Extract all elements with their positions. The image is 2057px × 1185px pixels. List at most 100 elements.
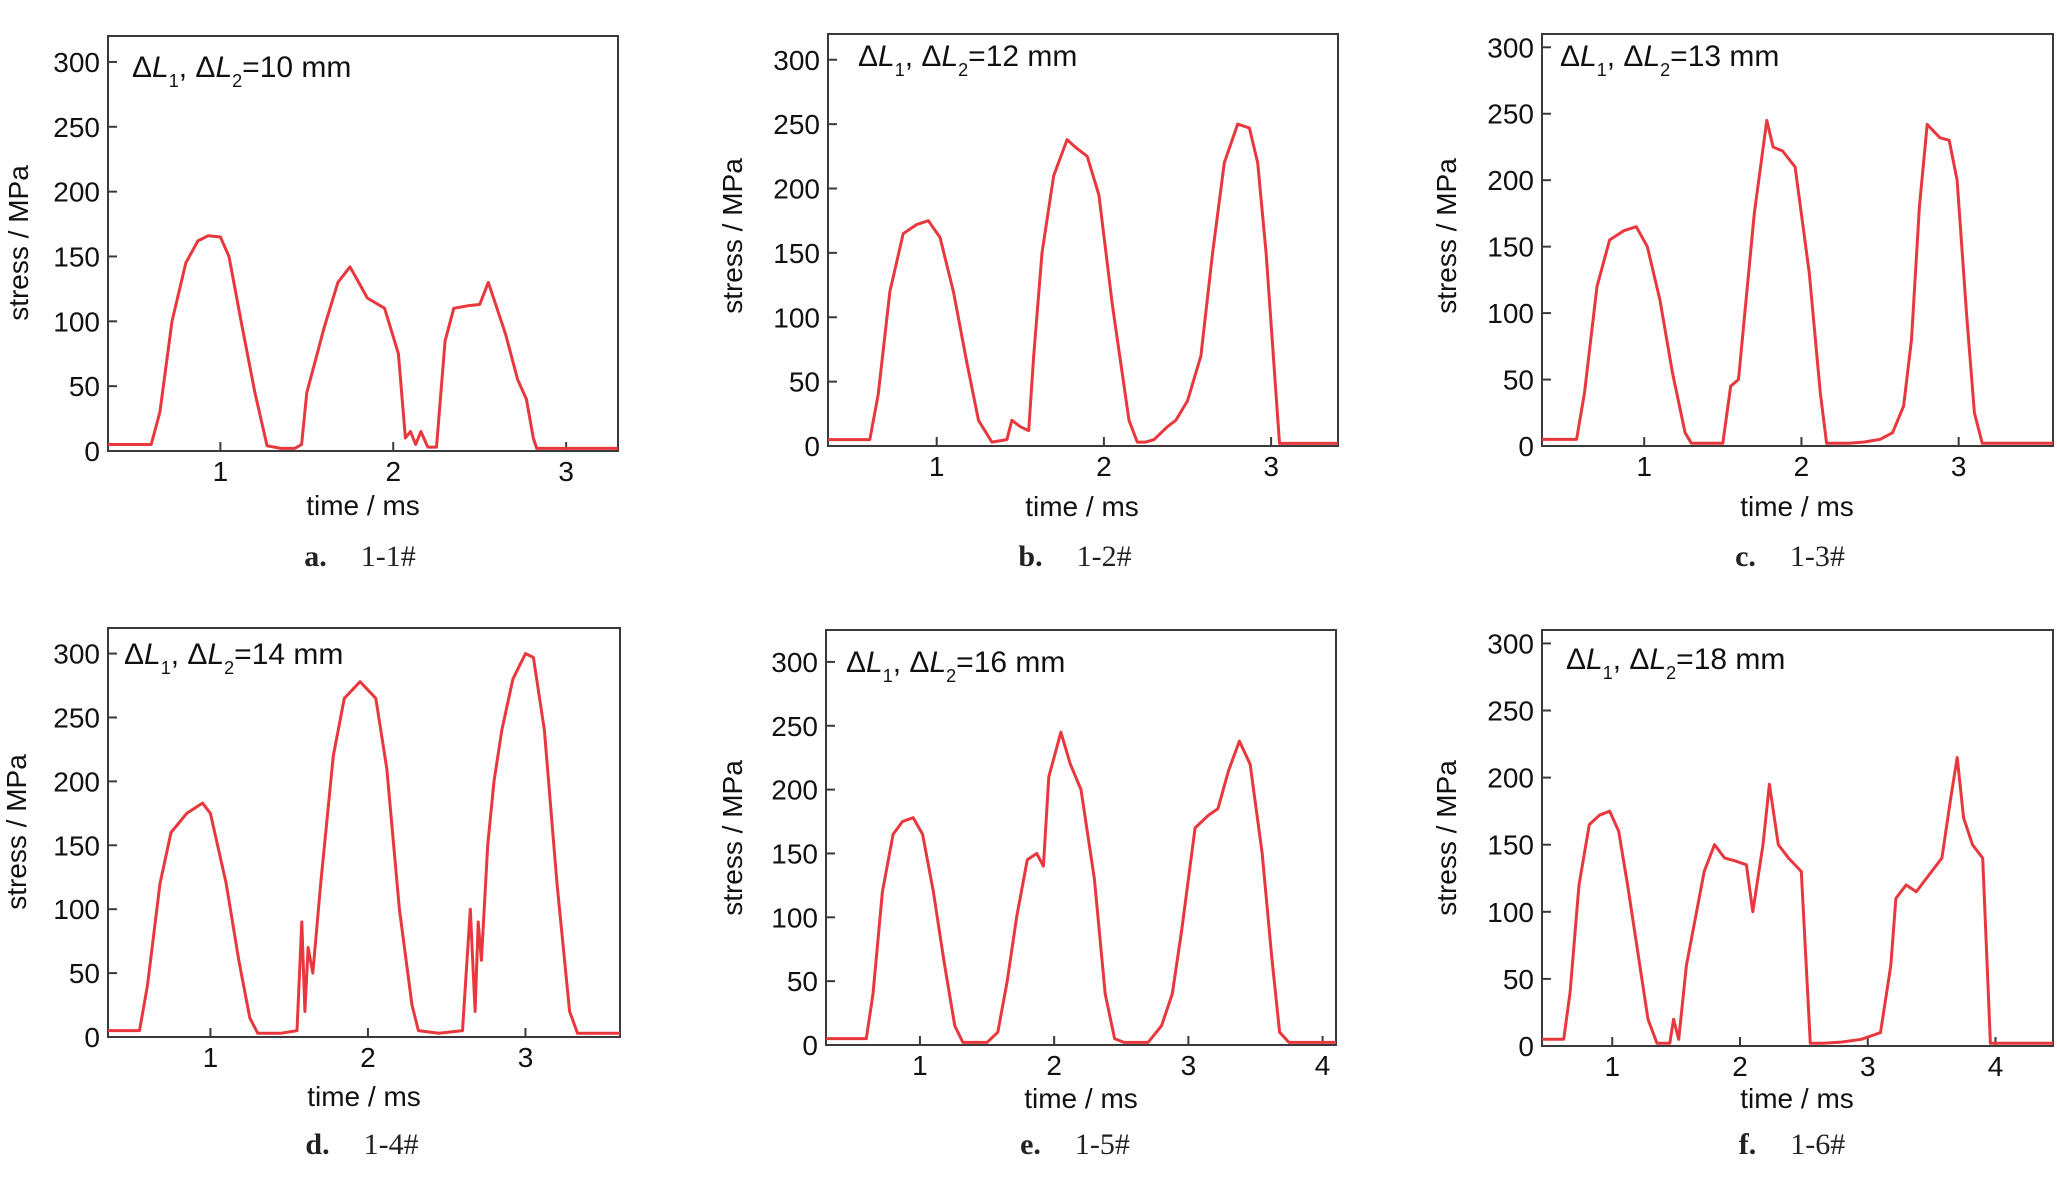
annotation-var-2: L bbox=[929, 646, 946, 679]
x-tick-label: 2 bbox=[360, 1042, 376, 1073]
y-axis-label: stress / MPa bbox=[717, 158, 748, 314]
x-ticks: 1 2 3 bbox=[929, 437, 1279, 482]
y-tick-label: 300 bbox=[1487, 32, 1534, 63]
annotation-var-1: L bbox=[144, 638, 161, 671]
annotation-delta-1: Δ bbox=[124, 638, 144, 671]
annotation-var-2: L bbox=[207, 638, 224, 671]
caption-text: 1-1# bbox=[360, 540, 416, 573]
annotation-sub-1: 1 bbox=[883, 666, 893, 686]
annotation: ΔL1, ΔL2=12 mm bbox=[858, 40, 1077, 80]
annotation-sub-1: 1 bbox=[895, 60, 905, 80]
caption-d: d. 1-4# bbox=[192, 1128, 532, 1162]
plot-frame bbox=[825, 629, 1337, 1046]
x-tick-label: 3 bbox=[1860, 1051, 1876, 1082]
y-tick-label: 200 bbox=[773, 174, 820, 205]
caption-text: 1-3# bbox=[1789, 540, 1845, 573]
y-tick-label: 300 bbox=[771, 647, 818, 678]
annotation-var-1: L bbox=[1580, 40, 1597, 73]
annotation-value: =14 mm bbox=[234, 638, 343, 671]
annotation-value: =16 mm bbox=[956, 646, 1065, 679]
series-line bbox=[108, 652, 620, 1035]
caption-letter: c. bbox=[1735, 540, 1756, 573]
y-tick-label: 150 bbox=[53, 241, 100, 272]
x-tick-label: 3 bbox=[1181, 1050, 1197, 1081]
caption-text: 1-6# bbox=[1790, 1128, 1846, 1161]
y-tick-label: 100 bbox=[53, 306, 100, 337]
series-line bbox=[1542, 118, 2053, 445]
x-tick-label: 3 bbox=[1263, 451, 1279, 482]
plot-frame bbox=[107, 627, 621, 1038]
y-tick-label: 150 bbox=[53, 830, 100, 861]
y-tick-label: 150 bbox=[773, 238, 820, 269]
annotation-delta-1: Δ bbox=[1560, 40, 1580, 73]
y-tick-label: 0 bbox=[1518, 431, 1534, 462]
annotation-var-1: L bbox=[152, 51, 169, 84]
annotation-sep: , Δ bbox=[893, 646, 930, 679]
caption-c: c. 1-3# bbox=[1620, 540, 1960, 574]
annotation-sep: , Δ bbox=[1613, 643, 1650, 676]
x-axis-label: time / ms bbox=[306, 490, 420, 521]
caption-b: b. 1-2# bbox=[905, 540, 1245, 574]
y-tick-label: 250 bbox=[773, 109, 820, 140]
y-tick-label: 100 bbox=[1487, 298, 1534, 329]
caption-letter: a. bbox=[304, 540, 327, 573]
y-tick-label: 50 bbox=[69, 958, 100, 989]
x-ticks: 1 2 3 bbox=[213, 442, 574, 487]
annotation-delta-1: Δ bbox=[1566, 643, 1586, 676]
y-tick-label: 300 bbox=[53, 47, 100, 78]
y-ticks: 0 50 100 150 200 250 300 bbox=[1487, 32, 1551, 462]
caption-letter: e. bbox=[1020, 1128, 1041, 1161]
annotation-value: =18 mm bbox=[1676, 643, 1785, 676]
annotation-sep: , Δ bbox=[179, 51, 216, 84]
x-tick-label: 3 bbox=[558, 456, 574, 487]
y-tick-label: 200 bbox=[53, 766, 100, 797]
y-tick-label: 0 bbox=[84, 1022, 100, 1053]
y-tick-label: 200 bbox=[1487, 165, 1534, 196]
y-tick-label: 100 bbox=[771, 902, 818, 933]
y-tick-label: 150 bbox=[1487, 830, 1534, 861]
annotation-delta-1: Δ bbox=[846, 646, 866, 679]
x-ticks: 1 2 3 bbox=[1636, 437, 1966, 482]
y-tick-label: 0 bbox=[802, 1030, 818, 1061]
y-tick-label: 0 bbox=[84, 436, 100, 467]
x-tick-label: 1 bbox=[1636, 451, 1652, 482]
x-tick-label: 4 bbox=[1988, 1051, 2004, 1082]
y-tick-label: 50 bbox=[1503, 365, 1534, 396]
plot-frame bbox=[827, 33, 1339, 447]
y-ticks: 0 50 100 150 200 250 300 bbox=[773, 45, 837, 462]
x-axis-label: time / ms bbox=[307, 1081, 421, 1112]
series-line bbox=[826, 730, 1336, 1044]
y-tick-label: 300 bbox=[1487, 628, 1534, 659]
series-line bbox=[108, 234, 618, 450]
plot-frame bbox=[107, 35, 619, 452]
annotation-sub-1: 1 bbox=[169, 71, 179, 91]
x-tick-label: 1 bbox=[213, 456, 229, 487]
x-tick-label: 1 bbox=[912, 1050, 928, 1081]
y-tick-label: 100 bbox=[1487, 897, 1534, 928]
y-tick-label: 50 bbox=[789, 367, 820, 398]
annotation-sub-1: 1 bbox=[161, 658, 171, 678]
y-tick-label: 250 bbox=[1487, 696, 1534, 727]
y-tick-label: 100 bbox=[773, 302, 820, 333]
series-line bbox=[1542, 756, 2053, 1045]
y-tick-label: 50 bbox=[787, 966, 818, 997]
x-axis-label: time / ms bbox=[1025, 491, 1139, 522]
annotation-sub-2: 2 bbox=[232, 71, 242, 91]
y-tick-label: 300 bbox=[53, 639, 100, 670]
caption-letter: d. bbox=[305, 1128, 330, 1161]
y-tick-label: 150 bbox=[1487, 232, 1534, 263]
x-tick-label: 2 bbox=[1046, 1050, 1062, 1081]
caption-f: f. 1-6# bbox=[1622, 1128, 1962, 1162]
y-tick-label: 0 bbox=[804, 431, 820, 462]
caption-letter: f. bbox=[1738, 1128, 1757, 1161]
annotation-delta-1: Δ bbox=[132, 51, 152, 84]
annotation-sub-2: 2 bbox=[224, 658, 234, 678]
y-axis-label: stress / MPa bbox=[1431, 760, 1462, 916]
y-tick-label: 200 bbox=[53, 177, 100, 208]
